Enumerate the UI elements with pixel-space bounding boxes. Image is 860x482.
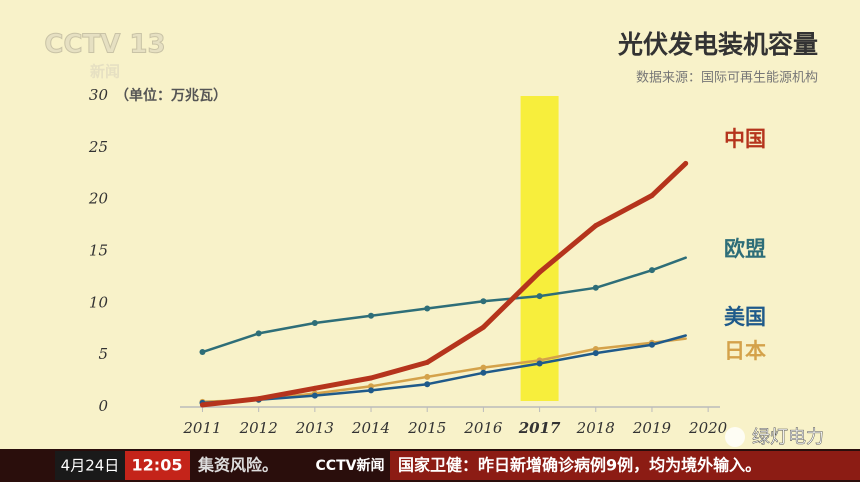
ticker-date: 4月24日 <box>61 457 120 475</box>
y-tick-label: 25 <box>88 138 108 156</box>
source: 数据来源：国际可再生能源机构 <box>636 71 818 86</box>
x-tick-label: 2015 <box>407 419 446 437</box>
ticker-time: 12:05 <box>132 456 183 475</box>
y-tick-label: 30 <box>89 86 109 104</box>
y-tick-label: 10 <box>89 293 109 311</box>
series-point <box>480 364 487 371</box>
series-label: 美国 <box>724 305 766 329</box>
x-tick-label: 2018 <box>576 419 615 437</box>
series-line <box>201 334 687 405</box>
series-point <box>424 381 431 388</box>
series-point <box>592 345 599 352</box>
x-tick-label: 2020 <box>688 419 728 437</box>
series-line <box>200 160 689 408</box>
x-tick-label: 2011 <box>182 419 221 437</box>
highlight-band <box>520 96 559 401</box>
series-line <box>201 256 687 354</box>
ticker-headline-bg <box>390 451 860 480</box>
series-point <box>424 373 431 380</box>
highlight-layer <box>520 96 559 401</box>
x-tick-label: 2014 <box>351 419 390 437</box>
x-tick-label: 2012 <box>239 419 278 437</box>
series-point <box>480 324 486 330</box>
series-label: 欧盟 <box>724 237 766 261</box>
ticker-prev: 集资风险。 <box>197 456 278 475</box>
series-point <box>537 269 543 275</box>
series-point <box>593 223 599 229</box>
series-point <box>255 330 262 337</box>
x-tick-label: 2016 <box>463 419 503 437</box>
series-point <box>592 350 599 357</box>
series-point <box>312 385 318 391</box>
x-tick-label: 2013 <box>295 419 334 437</box>
series-point <box>368 312 375 319</box>
y-tick-label: 20 <box>88 190 109 208</box>
series-point <box>592 284 599 291</box>
series-label: 中国 <box>724 127 766 151</box>
series-point <box>311 320 318 327</box>
watermark: 绿灯电力 <box>752 427 824 448</box>
series-point <box>480 298 487 305</box>
unit-label: （单位：万兆瓦） <box>115 87 227 104</box>
ticker-headline: 国家卫健：昨日新增确诊病例9例，均为境外输入。 <box>398 456 761 475</box>
y-tick-label: 0 <box>98 397 108 415</box>
channel-name: 新闻 <box>90 63 120 81</box>
series-point <box>311 392 318 399</box>
series-point <box>424 305 431 312</box>
ticker: 4月24日 12:05 集资风险。 CCTV新闻 国家卫健：昨日新增确诊病例9例… <box>0 449 860 482</box>
ticker-brand: CCTV新闻 <box>316 457 385 474</box>
channel-logo: CCTV 13 <box>44 30 165 60</box>
chart-title: 光伏发电装机容量 <box>617 30 818 59</box>
series-point <box>256 396 262 402</box>
series-point <box>368 387 375 394</box>
y-tick-label: 5 <box>98 345 108 363</box>
series-point <box>536 293 543 300</box>
series-point <box>536 360 543 367</box>
y-tick-label: 15 <box>89 242 108 260</box>
watermark-group: 绿灯电力 <box>725 427 824 448</box>
series-point <box>199 402 205 408</box>
x-tick-label: 2019 <box>632 419 672 437</box>
series-point <box>648 341 655 348</box>
series-point <box>649 193 655 199</box>
x-tick-label: 2017 <box>518 419 561 437</box>
series-point <box>480 369 487 376</box>
series-point <box>648 267 655 274</box>
series-point <box>424 359 430 365</box>
ticker-date-bg <box>55 451 125 480</box>
watermark-icon <box>725 427 745 447</box>
series-point <box>368 375 374 381</box>
series-point <box>368 383 375 390</box>
series-point <box>199 349 206 356</box>
series-label: 日本 <box>724 339 766 363</box>
